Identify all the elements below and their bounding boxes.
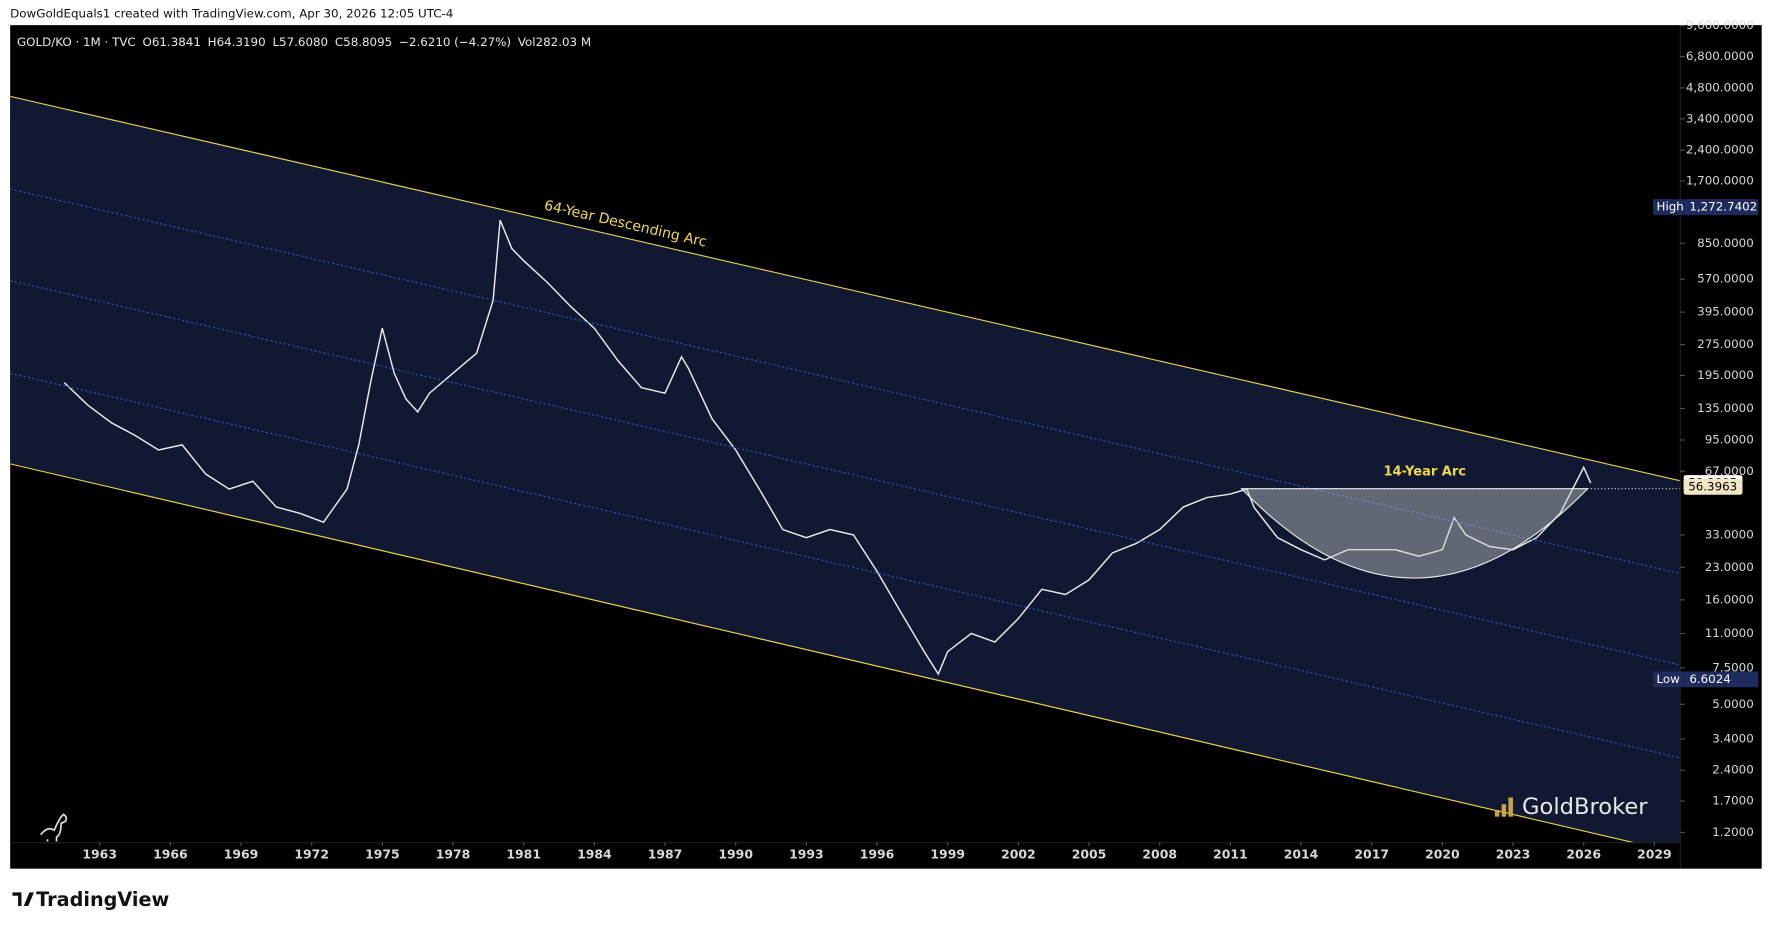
header: DowGoldEquals1 created with TradingView.… — [10, 6, 453, 20]
x-tick-label: 1990 — [718, 847, 753, 862]
footer-text: TradingView — [36, 888, 169, 911]
x-tick-label: 1966 — [153, 847, 188, 862]
x-tick-label: 2017 — [1354, 847, 1389, 862]
x-tick-label: 1975 — [365, 847, 400, 862]
extreme-name: High — [1657, 200, 1684, 214]
readout-text: GOLD/KO · 1M · TVC O61.3841 H64.3190 L57.60… — [17, 35, 591, 49]
channel-mid — [10, 280, 1681, 666]
price-label: 56.3963 — [1688, 479, 1737, 493]
y-tick-label: 5.0000 — [1712, 697, 1754, 711]
y-tick-label: 1.7000 — [1712, 794, 1754, 808]
y-tick-label: 95.0000 — [1705, 432, 1754, 446]
readout-item: H64.3190 — [208, 35, 266, 49]
readout-item: O61.3841 — [143, 35, 201, 49]
x-tick-label: 1987 — [648, 847, 683, 862]
watermark-text: GoldBroker — [1522, 794, 1648, 820]
channel-fill — [10, 96, 1681, 843]
channel-top — [10, 95, 1681, 482]
extreme-value: 6.6024 — [1689, 672, 1731, 686]
x-tick-label: 1981 — [506, 847, 541, 862]
x-tick-label: 1978 — [436, 847, 471, 862]
y-tick-label: 4,800.0000 — [1686, 80, 1754, 94]
readout-item: −2.6210 (−4.27%) — [399, 35, 511, 49]
y-tick-label: 1.2000 — [1712, 825, 1754, 839]
annotation: 14-Year Arc — [1383, 464, 1466, 479]
channel-bottom — [10, 463, 1635, 844]
y-tick-label: 850.0000 — [1697, 236, 1754, 250]
extreme-name-box — [1653, 671, 1684, 688]
x-tick-label: 1999 — [930, 847, 965, 862]
extreme-name: Low — [1657, 672, 1681, 686]
x-tick-label: 1996 — [860, 847, 895, 862]
y-tick-label: 33.0000 — [1705, 527, 1754, 541]
price-line — [63, 219, 1592, 676]
cup-arc — [1240, 488, 1589, 579]
extreme-value: 1,272.7402 — [1689, 200, 1757, 214]
logo-icon — [40, 813, 68, 842]
x-tick-label: 1969 — [224, 847, 259, 862]
extreme-value-box — [1683, 671, 1759, 688]
symbol: GOLD/KO · 1M · TVC — [17, 35, 136, 49]
readout-item: L57.6080 — [272, 35, 328, 49]
y-tick-label: 7.5000 — [1712, 660, 1754, 674]
y-tick-label: 16.0000 — [1705, 592, 1754, 606]
y-tick-label: 2,400.0000 — [1686, 143, 1754, 157]
x-tick-label: 2008 — [1142, 847, 1177, 862]
x-tick-label: 2023 — [1496, 847, 1531, 862]
x-tick-label: 2011 — [1213, 847, 1248, 862]
channel-mid — [10, 188, 1681, 575]
y-tick-label: 3,400.0000 — [1686, 111, 1754, 125]
y-tick-label: 9,600.0000 — [1686, 18, 1754, 32]
extreme-name-box — [1653, 199, 1684, 215]
y-tick-label: 1,700.0000 — [1686, 174, 1754, 188]
readout-item: C58.8095 — [335, 35, 392, 49]
y-tick-label: 3.4000 — [1712, 731, 1754, 745]
y-tick-label: 2.4000 — [1712, 763, 1754, 777]
y-tick-label: 570.0000 — [1697, 272, 1754, 286]
y-tick-label: 135.0000 — [1697, 401, 1754, 415]
x-tick-label: 2029 — [1637, 847, 1672, 862]
y-tick-label: 275.0000 — [1697, 337, 1754, 351]
y-tick-label: 11.0000 — [1705, 626, 1754, 640]
x-tick-label: 1993 — [789, 847, 824, 862]
y-tick-label: 23.0000 — [1705, 560, 1754, 574]
y-tick-label: 395.0000 — [1697, 305, 1754, 319]
x-tick-label: 2026 — [1566, 847, 1601, 862]
extreme-value-box — [1683, 199, 1759, 215]
x-tick-label: 2014 — [1284, 847, 1319, 862]
plot — [63, 219, 1592, 676]
y-tick-label: 195.0000 — [1697, 368, 1754, 382]
watermark: GoldBroker — [1494, 794, 1648, 820]
x-tick-label: 1963 — [82, 847, 117, 862]
x-tick-label: 1984 — [577, 847, 612, 862]
readout: GOLD/KO · 1M · TVC O61.3841 H64.3190 L57.60… — [17, 35, 591, 49]
x-tick-label: 2002 — [1001, 847, 1036, 862]
x-tick-label: 2005 — [1072, 847, 1107, 862]
readout-item: Vol282.03 M — [518, 35, 591, 49]
y-tick-label: 6,800.0000 — [1686, 49, 1754, 63]
channel-mid — [10, 372, 1681, 759]
x-tick-label: 2020 — [1425, 847, 1460, 862]
x-tick-label: 1972 — [294, 847, 329, 862]
footer-logo: TradingView — [12, 888, 170, 911]
y-tick-label: 67.0000 — [1705, 464, 1754, 478]
price-label-box — [1683, 478, 1743, 495]
